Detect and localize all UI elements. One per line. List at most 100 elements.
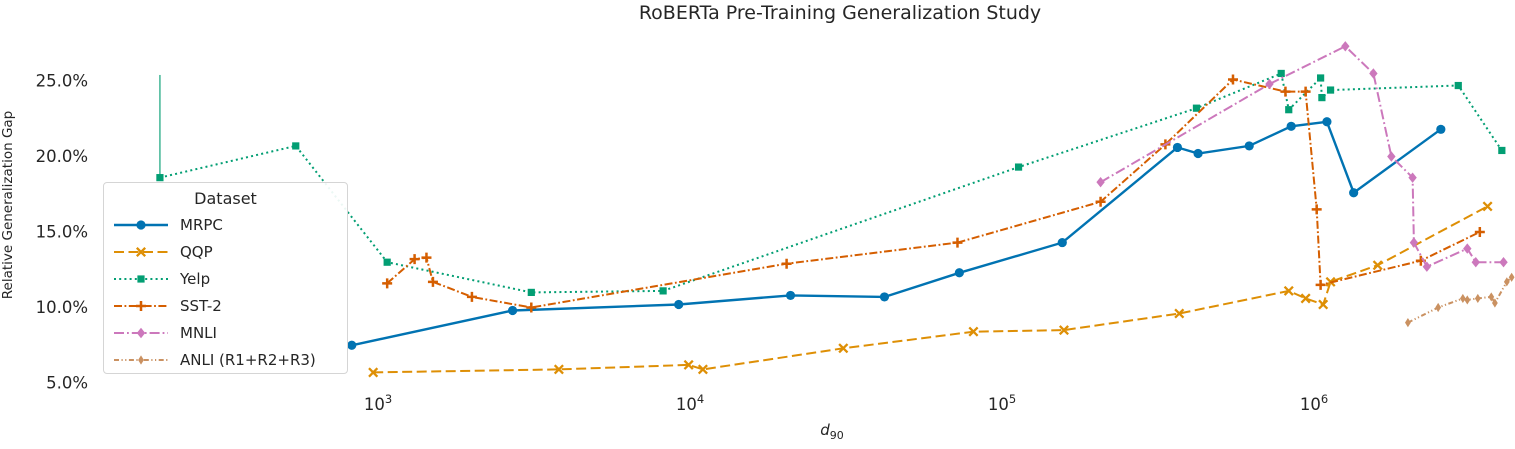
data-point-marker xyxy=(683,359,694,370)
data-point-marker xyxy=(1057,237,1067,248)
data-point-marker xyxy=(1369,68,1378,79)
y-tick-label: 5.0% xyxy=(46,374,88,393)
series-line xyxy=(159,72,1503,294)
data-point-marker xyxy=(409,254,420,265)
legend-sample-line xyxy=(114,354,168,365)
y-tick-label: 25.0% xyxy=(36,72,88,91)
data-point-marker xyxy=(879,292,890,302)
legend-sample-line xyxy=(114,246,168,257)
data-point-marker xyxy=(1265,78,1274,90)
series-line xyxy=(1100,45,1504,268)
data-point-marker xyxy=(1474,293,1481,304)
series-line xyxy=(351,120,1442,347)
legend-marker-icon xyxy=(136,327,146,338)
y-axis-label: Relative Generalization Gap xyxy=(0,110,16,300)
series-line xyxy=(386,78,1481,309)
data-point-marker xyxy=(1300,293,1311,304)
data-point-marker xyxy=(781,258,792,269)
data-point-marker xyxy=(526,302,537,313)
data-point-marker xyxy=(1315,279,1326,290)
data-point-marker xyxy=(968,326,979,337)
data-point-marker xyxy=(427,276,438,287)
legend-marker-icon xyxy=(136,300,146,311)
series-mnli xyxy=(1100,45,1504,268)
data-point-marker xyxy=(1318,94,1326,102)
legend-marker-icon xyxy=(138,354,144,365)
data-point-marker xyxy=(1387,151,1396,162)
data-point-marker xyxy=(527,288,535,296)
series-mrpc xyxy=(351,120,1442,347)
data-point-marker xyxy=(1244,141,1254,151)
data-point-marker xyxy=(1058,325,1069,336)
data-point-marker xyxy=(1474,227,1485,237)
data-point-marker xyxy=(1508,272,1515,282)
data-point-marker xyxy=(1174,308,1185,319)
data-point-marker xyxy=(1408,172,1417,183)
data-point-marker xyxy=(1435,302,1442,313)
data-point-marker xyxy=(1286,121,1296,131)
data-point-marker xyxy=(1277,69,1285,78)
x-tick-label: 105 xyxy=(988,392,1016,414)
data-point-marker xyxy=(421,252,432,263)
data-point-marker xyxy=(1471,257,1480,268)
legend-marker-icon xyxy=(136,219,146,230)
series-line xyxy=(1407,276,1513,324)
data-point-marker xyxy=(466,291,477,302)
data-point-marker xyxy=(1311,204,1322,215)
data-point-marker xyxy=(952,237,963,248)
legend-sample-line xyxy=(114,274,168,283)
data-point-marker xyxy=(1498,146,1506,155)
data-point-marker xyxy=(1459,293,1466,304)
data-point-marker xyxy=(659,287,667,295)
chart-title: RoBERTa Pre-Training Generalization Stud… xyxy=(638,2,1042,24)
data-point-marker xyxy=(1454,81,1462,90)
legend-label: MNLI xyxy=(180,323,217,342)
x-axis-label-subscript: 90 xyxy=(829,429,844,442)
data-point-marker xyxy=(1322,117,1332,127)
series-anli-r1-r2-r3- xyxy=(1407,276,1513,324)
data-point-marker xyxy=(1464,295,1471,305)
legend-items: MRPC QQP Yelp SST-2 MNLI ANLI (R1+R2+R3) xyxy=(104,211,347,373)
legend-item-anli-r1-r2-r3-: ANLI (R1+R2+R3) xyxy=(104,346,347,373)
data-point-marker xyxy=(383,258,391,266)
x-tick-label: 104 xyxy=(676,392,704,414)
data-point-marker xyxy=(1488,292,1495,302)
data-point-marker xyxy=(1405,318,1411,328)
data-point-marker xyxy=(382,278,393,289)
data-point-marker xyxy=(697,364,708,375)
legend-label: SST-2 xyxy=(180,296,222,315)
data-point-marker xyxy=(1014,163,1023,171)
data-point-marker xyxy=(292,142,300,150)
data-point-marker xyxy=(156,174,164,182)
data-point-marker xyxy=(553,364,564,375)
data-point-marker xyxy=(1326,86,1335,94)
data-point-marker xyxy=(507,305,518,316)
data-point-marker xyxy=(1285,106,1293,114)
data-point-marker xyxy=(1227,74,1238,85)
data-point-marker xyxy=(1095,196,1106,207)
legend-item-yelp: Yelp xyxy=(104,265,347,292)
data-point-marker xyxy=(1349,188,1359,198)
legend-item-sst-2: SST-2 xyxy=(104,292,347,319)
data-point-marker xyxy=(1409,237,1419,248)
data-point-marker xyxy=(1463,243,1472,254)
legend-label: MRPC xyxy=(180,215,223,234)
legend-label: ANLI (R1+R2+R3) xyxy=(180,350,316,369)
data-point-marker xyxy=(1482,201,1493,212)
legend-label: Yelp xyxy=(180,269,211,288)
legend-item-mnli: MNLI xyxy=(104,319,347,346)
data-point-marker xyxy=(1300,86,1311,97)
legend-item-mrpc: MRPC xyxy=(104,211,347,238)
legend-sample-line xyxy=(114,219,168,230)
series-qqp xyxy=(373,205,1489,374)
data-point-marker xyxy=(1503,277,1510,287)
y-tick-label: 15.0% xyxy=(36,223,88,242)
legend-marker-icon xyxy=(135,246,147,257)
x-tick-label: 106 xyxy=(1300,392,1328,414)
legend-sample-line xyxy=(114,327,168,338)
data-point-marker xyxy=(674,299,684,310)
series-sst-2 xyxy=(386,78,1481,309)
data-point-marker xyxy=(1317,74,1325,82)
series-yelp xyxy=(159,72,1503,294)
